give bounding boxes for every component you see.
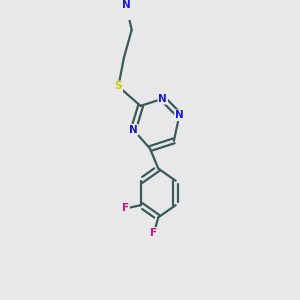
Text: F: F: [150, 228, 158, 238]
Text: F: F: [122, 203, 129, 214]
Text: N: N: [129, 125, 138, 135]
Text: N: N: [175, 110, 184, 120]
Text: N: N: [122, 0, 130, 10]
Text: N: N: [158, 94, 167, 104]
Text: S: S: [115, 82, 122, 92]
